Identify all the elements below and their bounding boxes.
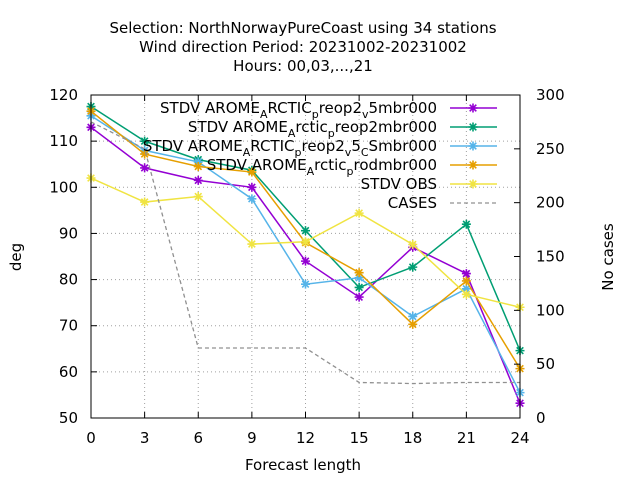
data-point <box>461 219 471 229</box>
legend-label: STDV AROMEArcticprodmbr000 <box>207 156 437 178</box>
x-tick-label: 3 <box>140 429 150 447</box>
y2-tick-label: 150 <box>536 248 565 266</box>
legend-marker <box>468 141 478 151</box>
x-axis-label: Forecast length <box>245 456 361 474</box>
x-tick-label: 15 <box>350 429 369 447</box>
y-tick-label: 80 <box>59 271 78 289</box>
legend-label: STDV AROMEArcticpreop2mbr000 <box>188 118 437 140</box>
y2-tick-label: 50 <box>536 355 555 373</box>
data-point <box>461 284 471 294</box>
y-tick-label: 70 <box>59 317 78 335</box>
data-point <box>408 311 418 321</box>
data-point <box>301 237 310 247</box>
data-point <box>354 292 364 302</box>
data-point <box>247 194 257 204</box>
y2-tick-label: 300 <box>536 86 565 104</box>
legend-label: CASES <box>388 194 437 212</box>
axis-ticks: 0 3 6 9 12 15 18 21 24 50 60 70 80 90 100 110 120 0 50 100 1… <box>49 86 564 447</box>
legend-marker <box>468 103 478 113</box>
legend-marker <box>468 160 478 170</box>
data-point <box>354 282 364 292</box>
x-tick-label: 21 <box>457 429 476 447</box>
series-line <box>90 121 520 385</box>
legend-marker <box>468 179 478 189</box>
legend-label: STDV AROMEARCTICpreop2v5mbr000 <box>160 99 437 121</box>
data-point <box>193 157 203 167</box>
data-point <box>408 262 418 272</box>
x-tick-label: 24 <box>510 429 529 447</box>
series-5 <box>90 121 520 385</box>
x-tick-label: 6 <box>193 429 203 447</box>
data-point <box>193 162 203 172</box>
data-point <box>301 226 310 236</box>
data-point <box>461 276 471 286</box>
y2-tick-label: 100 <box>536 301 565 319</box>
data-point <box>408 319 418 329</box>
data-point <box>140 163 150 173</box>
data-point <box>408 240 418 250</box>
x-tick-label: 9 <box>247 429 257 447</box>
chart-title-line: Selection: NorthNorwayPureCoast using 34… <box>109 19 496 37</box>
x-tick-label: 12 <box>296 429 315 447</box>
chart-title: Selection: NorthNorwayPureCoast using 34… <box>109 19 496 75</box>
data-point <box>301 279 310 289</box>
data-point <box>247 167 257 177</box>
data-point <box>247 182 257 192</box>
y2-tick-label: 0 <box>536 409 546 427</box>
y-tick-label: 120 <box>49 86 78 104</box>
data-point <box>461 289 471 299</box>
y-tick-label: 90 <box>59 224 78 242</box>
data-point <box>354 273 364 283</box>
chart-title-line: Wind direction Period: 20231002-20231002 <box>139 38 467 56</box>
data-point <box>301 256 310 266</box>
chart-title-line: Hours: 00,03,...,21 <box>233 57 373 75</box>
x-tick-label: 18 <box>403 429 422 447</box>
legend-marker <box>468 122 478 132</box>
data-point <box>247 239 257 249</box>
legend-label: STDV AROMEARCTICpreop2v5CSmbr000 <box>143 137 437 159</box>
data-point <box>140 136 150 146</box>
x-tick-label: 0 <box>86 429 96 447</box>
y2-tick-label: 200 <box>536 194 565 212</box>
data-point <box>193 192 203 202</box>
data-point <box>461 269 471 279</box>
data-point <box>193 175 203 185</box>
y2-tick-label: 250 <box>536 140 565 158</box>
y-axis-label: deg <box>7 243 25 271</box>
data-point <box>140 197 150 207</box>
y-tick-label: 50 <box>59 409 78 427</box>
y-tick-label: 110 <box>49 132 78 150</box>
data-point <box>354 268 364 278</box>
y-tick-label: 60 <box>59 363 78 381</box>
legend-label: STDV OBS <box>361 175 437 193</box>
data-point <box>354 208 364 218</box>
y-tick-label: 100 <box>49 178 78 196</box>
data-point <box>140 149 150 159</box>
y2-axis-label: No cases <box>599 223 617 291</box>
